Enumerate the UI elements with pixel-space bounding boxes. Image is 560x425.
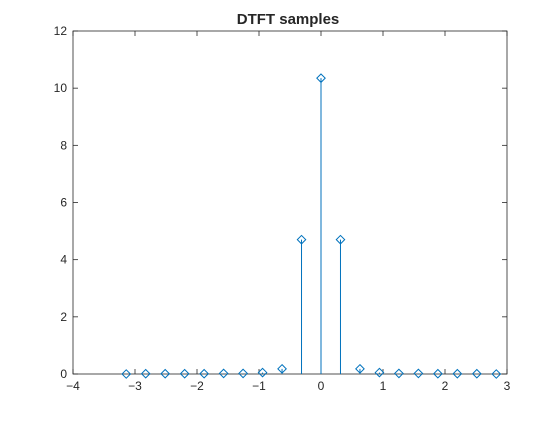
stem-marker <box>335 234 346 245</box>
stem-marker <box>394 368 404 379</box>
x-tick-label: 0 <box>318 379 325 393</box>
axes-box <box>72 30 508 375</box>
x-tick-label: −1 <box>252 379 266 393</box>
chart-title: DTFT samples <box>237 11 340 28</box>
stem-marker <box>374 367 385 378</box>
y-tick-label: 12 <box>54 24 68 38</box>
stem-marker <box>199 368 210 379</box>
y-tick-label: 8 <box>60 138 67 152</box>
stem-marker <box>471 368 482 379</box>
y-tick-label: 6 <box>60 196 67 210</box>
stem-marker <box>257 367 268 378</box>
stem-marker <box>432 368 443 379</box>
stem-marker <box>160 368 171 379</box>
y-tick-label: 10 <box>54 81 68 95</box>
x-tick-label: −2 <box>190 379 204 393</box>
stem-marker <box>296 234 307 245</box>
x-tick-label: −4 <box>66 379 80 393</box>
stem-marker <box>413 368 424 379</box>
stem-marker <box>218 368 229 379</box>
x-tick-label: −3 <box>128 379 142 393</box>
y-tick-label: 0 <box>60 367 67 381</box>
stem-marker <box>238 368 248 379</box>
stem-marker <box>140 368 151 379</box>
stem-marker <box>316 73 326 84</box>
stem-marker <box>277 363 287 374</box>
y-tick-label: 2 <box>60 310 67 324</box>
x-tick-label: 1 <box>380 379 387 393</box>
x-tick-label: 2 <box>442 379 449 393</box>
stem-marker <box>491 369 502 379</box>
stem-marker <box>452 368 463 379</box>
y-tick-label: 4 <box>60 253 67 267</box>
stem-marker <box>121 369 132 379</box>
x-tick-label: 3 <box>504 379 511 393</box>
stem-marker <box>179 368 190 379</box>
stem-marker <box>355 363 365 374</box>
